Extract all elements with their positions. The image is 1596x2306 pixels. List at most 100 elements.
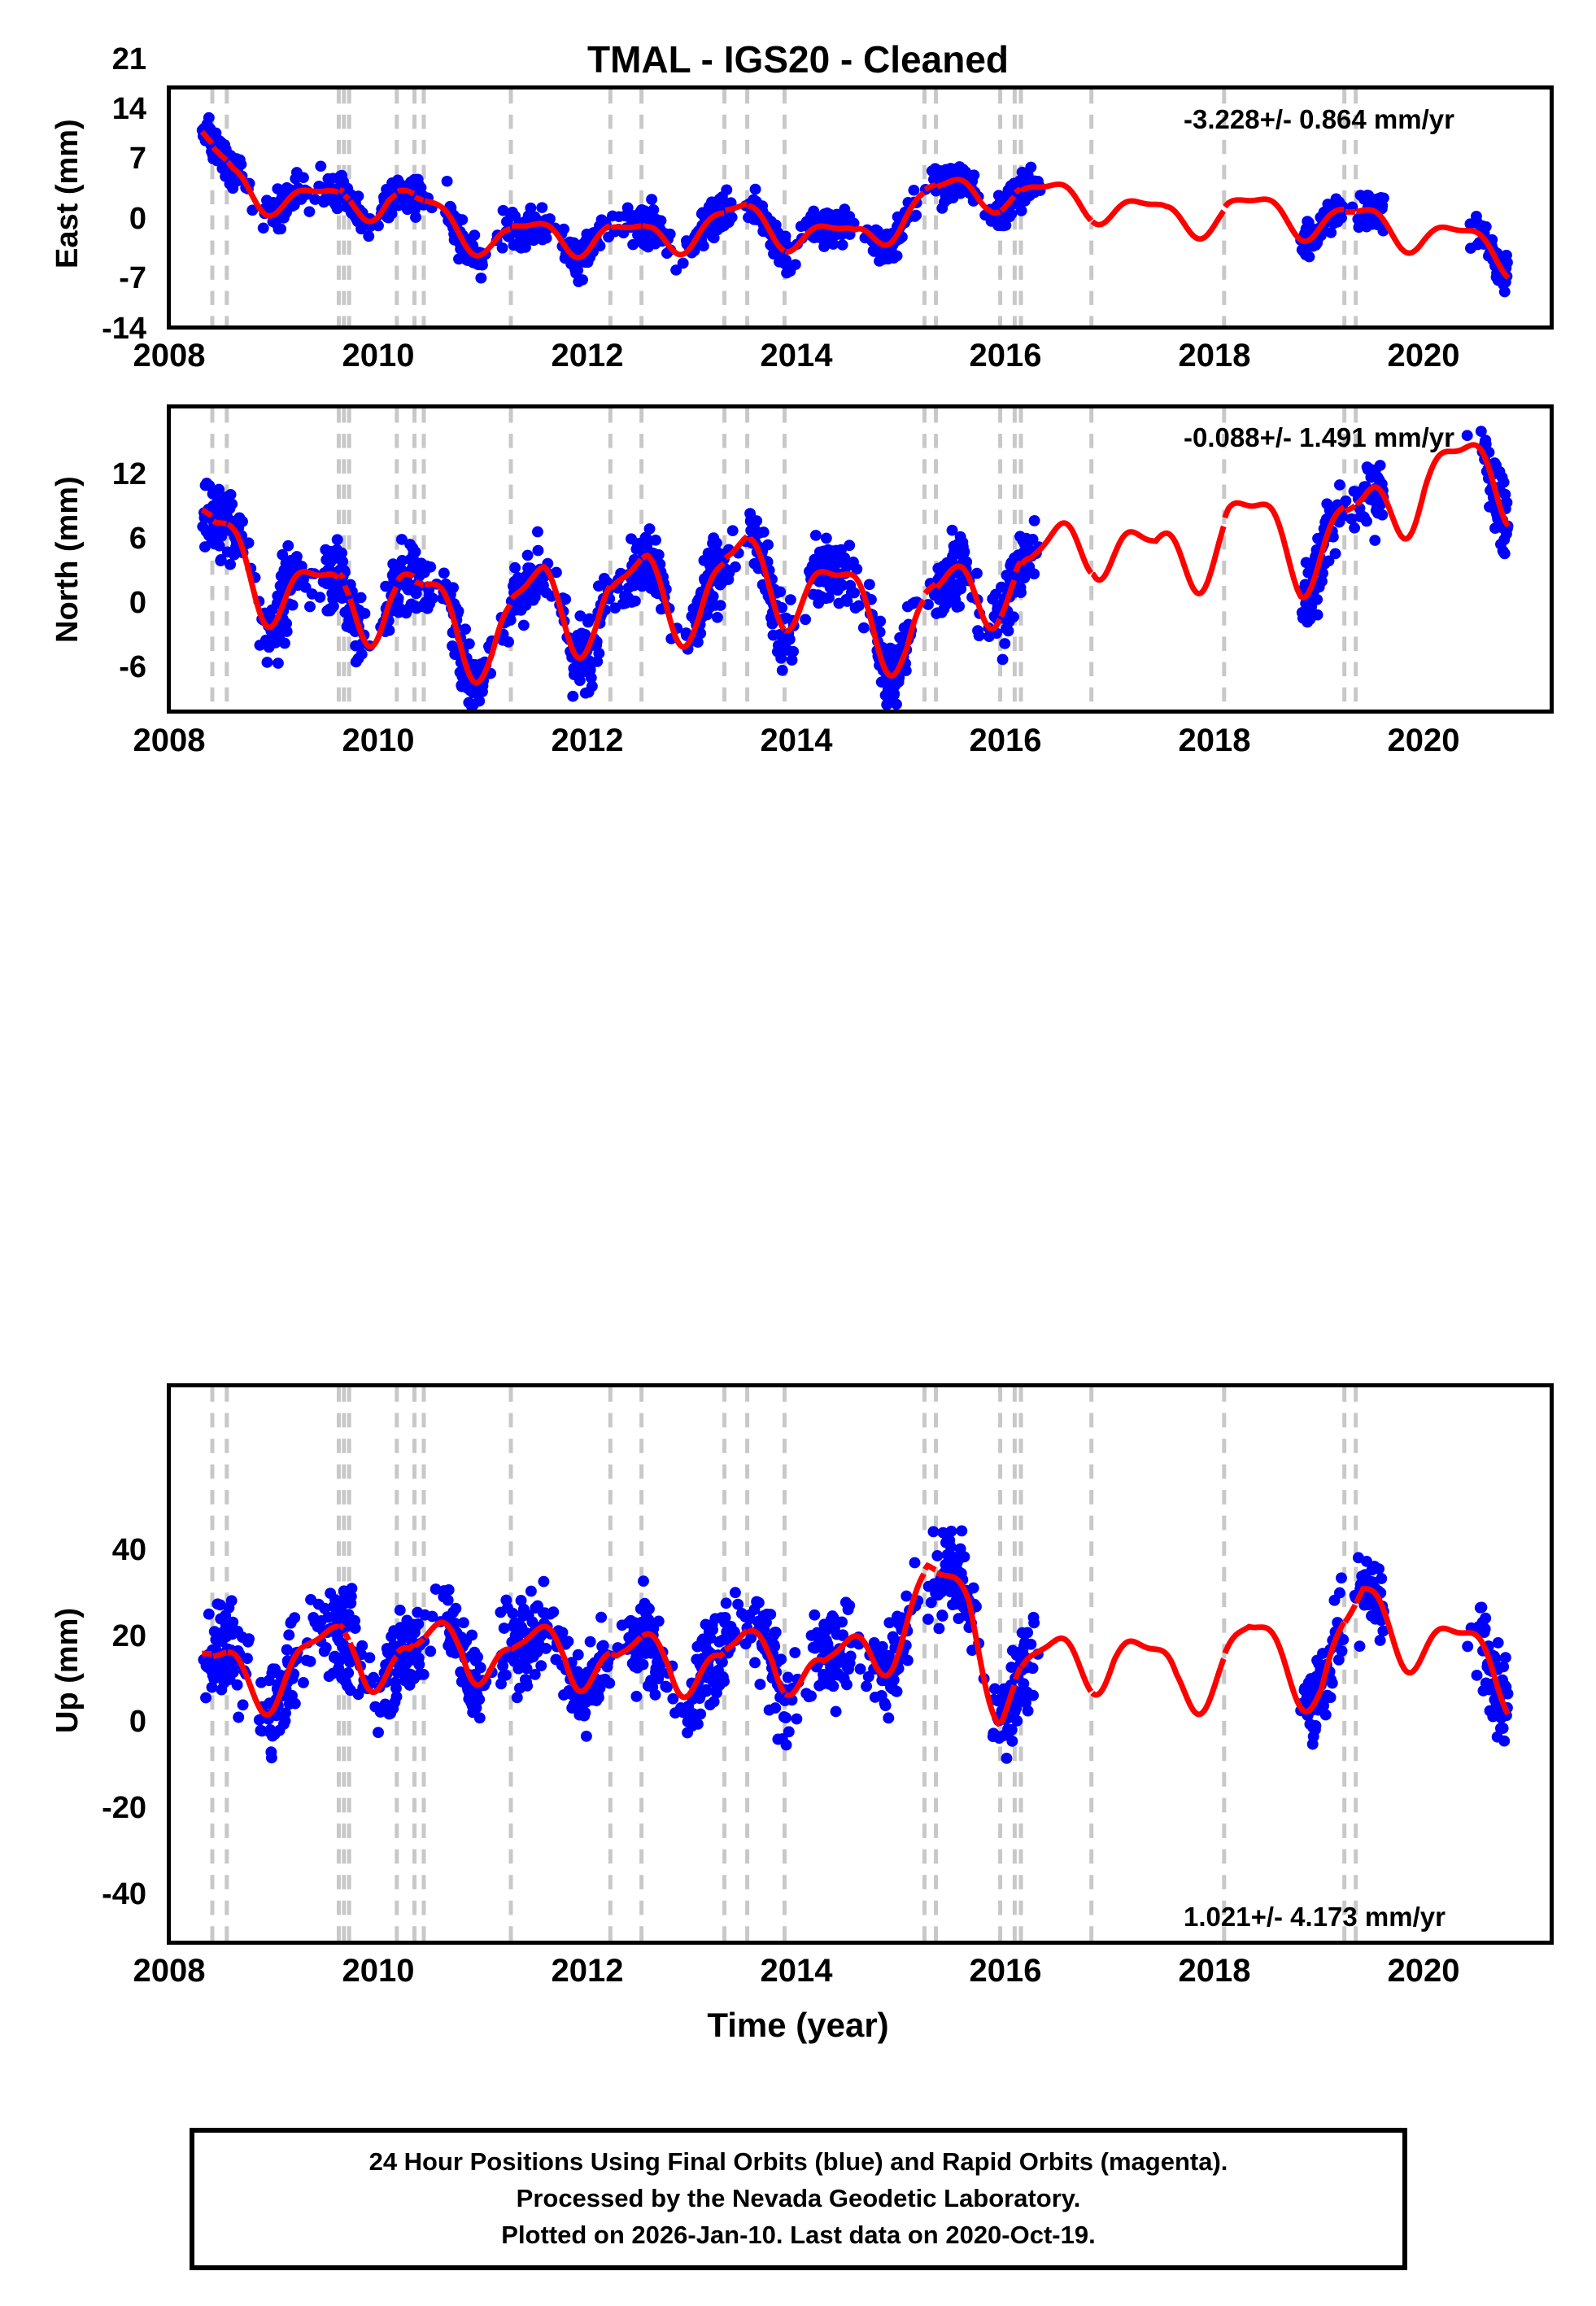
data-point — [580, 1730, 592, 1742]
data-point — [765, 1609, 777, 1620]
up-xtick-2018: 2018 — [1178, 1953, 1251, 1989]
data-point — [720, 1597, 732, 1609]
data-point — [1374, 460, 1386, 471]
data-point — [531, 1646, 543, 1658]
data-point — [359, 608, 371, 619]
data-point — [1329, 548, 1341, 560]
data-point — [854, 1663, 866, 1675]
data-point — [1323, 555, 1335, 567]
data-point — [1022, 1705, 1034, 1717]
data-point — [498, 1622, 510, 1634]
data-point — [643, 1603, 655, 1615]
data-point — [412, 1618, 425, 1630]
up-ytick-neg40: -40 — [102, 1877, 146, 1911]
data-point — [749, 1657, 761, 1669]
data-point — [762, 539, 774, 551]
data-point — [457, 1617, 469, 1629]
data-point — [711, 611, 723, 623]
data-point — [213, 540, 225, 552]
data-point — [319, 1602, 331, 1614]
data-point — [342, 1667, 355, 1679]
data-point — [415, 181, 427, 194]
east-ytick-0: 0 — [129, 202, 146, 236]
data-point — [1498, 476, 1510, 488]
data-point — [577, 274, 588, 286]
data-point — [535, 1660, 547, 1672]
data-point — [442, 1594, 454, 1606]
data-point — [769, 1640, 781, 1653]
data-point — [627, 238, 639, 251]
data-point — [1340, 495, 1352, 507]
data-point — [281, 618, 293, 630]
data-point — [349, 1622, 361, 1634]
data-point — [1310, 1719, 1322, 1732]
data-point — [289, 1697, 301, 1710]
data-point — [583, 613, 595, 625]
data-point — [281, 1644, 293, 1656]
data-point — [346, 1583, 358, 1595]
page-title: TMAL - IGS20 - Cleaned — [587, 38, 1009, 81]
data-point — [496, 242, 508, 254]
data-point — [304, 601, 316, 613]
data-point — [336, 547, 348, 559]
east-xtick-2014: 2014 — [760, 338, 833, 373]
data-point — [237, 1699, 249, 1711]
data-point — [309, 194, 321, 205]
north-panel — [167, 404, 1554, 714]
data-point — [909, 1557, 921, 1569]
data-point — [261, 657, 273, 668]
x-axis-label: Time (year) — [707, 2006, 889, 2044]
data-point — [1349, 522, 1361, 534]
data-point — [331, 534, 343, 546]
data-point — [643, 523, 656, 535]
data-point — [409, 546, 421, 558]
data-point — [586, 680, 598, 692]
data-point — [1028, 515, 1040, 526]
data-point — [789, 259, 801, 270]
data-point — [200, 1692, 212, 1704]
data-point — [279, 637, 290, 649]
data-point — [214, 1599, 226, 1611]
data-point — [550, 566, 562, 579]
data-point — [604, 1677, 616, 1689]
data-point — [447, 582, 460, 594]
data-point — [789, 1647, 801, 1658]
data-point — [1501, 256, 1513, 269]
data-point — [891, 1685, 903, 1697]
north-plot-area — [197, 408, 1514, 710]
data-point — [517, 619, 530, 631]
data-point — [691, 636, 704, 649]
data-point — [836, 239, 848, 251]
data-point — [836, 1616, 848, 1628]
data-point — [383, 624, 395, 636]
data-point — [1015, 587, 1027, 599]
data-point — [1027, 1662, 1039, 1675]
data-point — [543, 213, 556, 225]
data-point — [697, 240, 709, 252]
data-point — [469, 229, 481, 241]
data-point — [770, 1702, 782, 1714]
data-point — [958, 1551, 970, 1563]
data-point — [525, 1585, 537, 1597]
data-point — [1501, 496, 1513, 509]
data-point — [1476, 1601, 1488, 1614]
data-point — [595, 1611, 608, 1623]
data-point — [1015, 205, 1027, 216]
data-point — [841, 596, 853, 607]
data-point — [560, 593, 572, 605]
data-point — [574, 610, 587, 622]
data-point — [827, 1680, 839, 1692]
data-point — [390, 1682, 402, 1694]
data-point — [538, 1575, 550, 1588]
data-point — [241, 1653, 253, 1664]
data-point — [774, 586, 787, 598]
east-xtick-2020: 2020 — [1387, 338, 1460, 373]
data-point — [512, 1662, 525, 1675]
data-point — [776, 664, 788, 676]
up-ytick-neg20: -20 — [102, 1791, 146, 1825]
data-point — [1499, 1652, 1511, 1664]
east-model-fit-line — [199, 129, 1511, 280]
data-point — [592, 1692, 604, 1704]
data-point — [413, 1658, 425, 1671]
data-point — [567, 690, 579, 702]
